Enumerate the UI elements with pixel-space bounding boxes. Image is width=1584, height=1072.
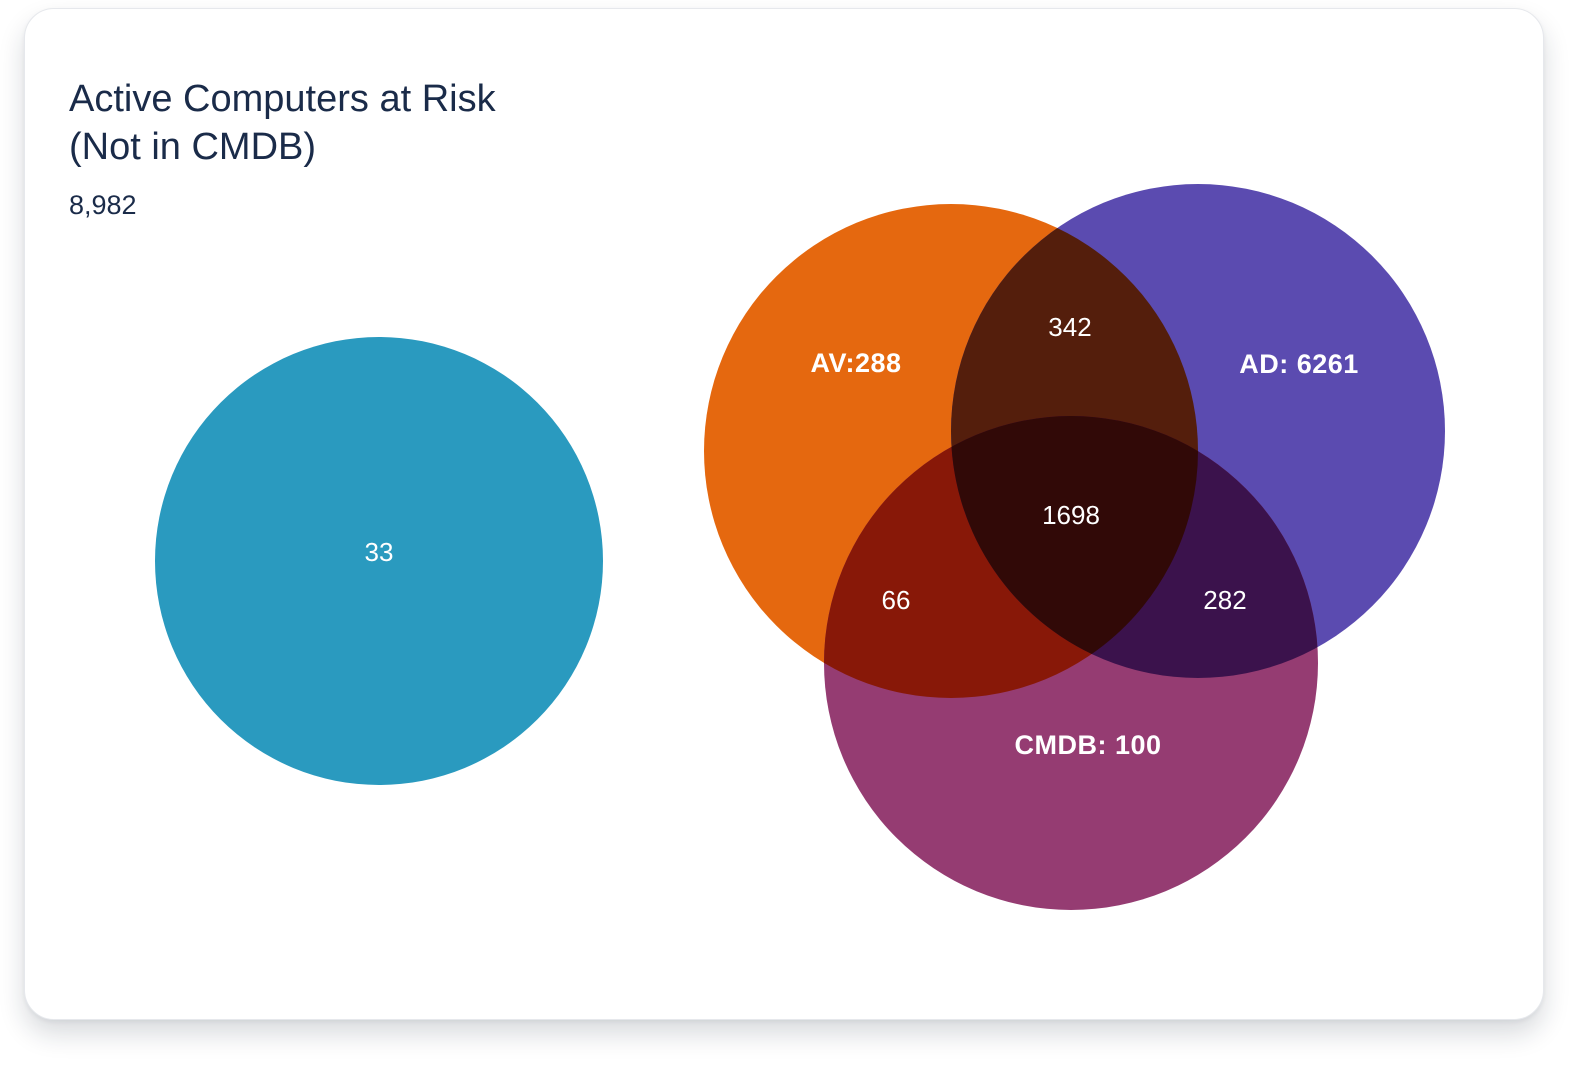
venn-label-av-ad: 342 [1048, 312, 1091, 342]
venn-label-isolated: 33 [365, 537, 394, 567]
venn-label-ad: AD: 6261 [1239, 349, 1359, 379]
venn-chart-card: Active Computers at Risk (Not in CMDB) 8… [24, 8, 1544, 1020]
chart-title: Active Computers at Risk (Not in CMDB) [69, 78, 496, 168]
total-count: 8,982 [69, 190, 137, 220]
venn-label-av-ad-cmdb: 1698 [1042, 500, 1100, 530]
venn-diagram: 33 AV:288 AD: 6261 CMDB: 100 342 66 282 1698 [155, 184, 1445, 910]
venn-circle-isolated [155, 337, 603, 785]
venn-label-ad-cmdb: 282 [1203, 585, 1246, 615]
venn-label-av: AV:288 [810, 348, 901, 378]
venn-label-av-cmdb: 66 [882, 585, 911, 615]
venn-label-cmdb: CMDB: 100 [1014, 730, 1161, 760]
